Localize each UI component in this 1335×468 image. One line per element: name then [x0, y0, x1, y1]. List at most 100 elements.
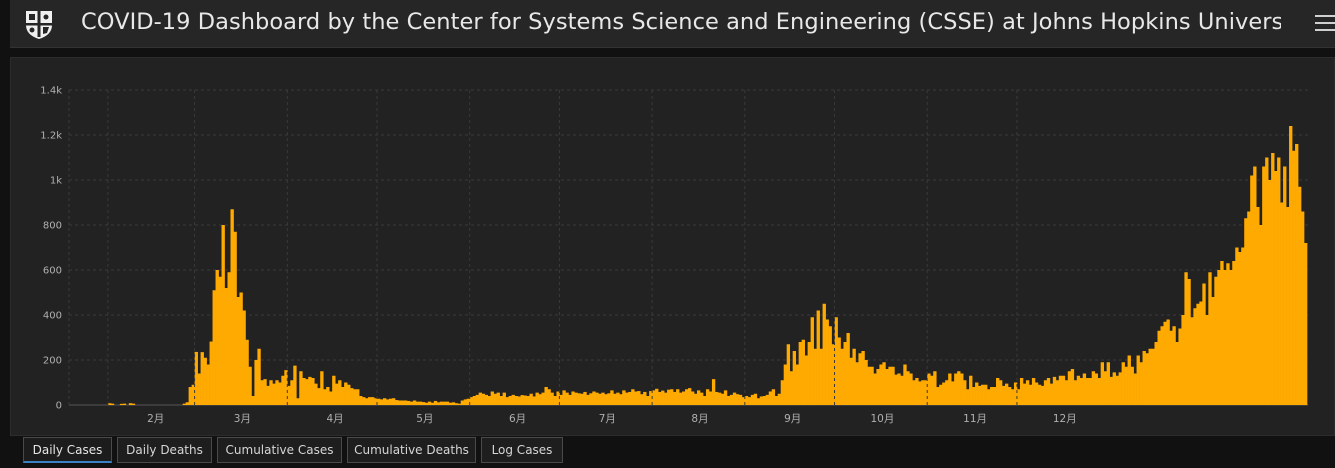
bar	[122, 403, 127, 405]
bar	[227, 272, 231, 405]
bar	[1064, 380, 1069, 405]
bar	[571, 391, 575, 405]
bar	[433, 400, 438, 405]
bar	[598, 393, 602, 405]
bar	[738, 394, 743, 406]
bar	[720, 393, 725, 405]
bar	[711, 379, 716, 406]
bar	[520, 395, 524, 405]
bar	[1133, 373, 1137, 405]
tab-daily-cases[interactable]: Daily Cases	[23, 437, 112, 463]
bar	[469, 397, 474, 406]
x-tick-label: 2月	[147, 413, 164, 425]
bar	[927, 373, 931, 405]
bar	[1019, 378, 1024, 405]
bar	[1229, 270, 1233, 405]
bar	[272, 383, 276, 406]
bar	[442, 401, 447, 406]
bar	[371, 397, 375, 406]
bar	[415, 401, 420, 406]
bar	[185, 402, 189, 405]
bar	[550, 392, 554, 406]
bar	[699, 392, 704, 406]
bar	[1043, 380, 1048, 405]
bar	[266, 385, 270, 406]
bar	[652, 390, 656, 406]
bar	[484, 394, 488, 406]
bar	[1073, 380, 1078, 405]
y-tick-label: 1.2k	[40, 131, 62, 142]
bar	[828, 326, 832, 405]
bar	[529, 393, 533, 405]
bar	[1100, 362, 1105, 405]
bar	[634, 391, 638, 405]
bar	[996, 378, 1000, 405]
bar	[1013, 382, 1018, 405]
bar	[900, 375, 904, 405]
bar	[810, 317, 814, 405]
bar	[490, 391, 494, 405]
bar	[843, 342, 847, 405]
bar	[230, 209, 234, 405]
bar	[547, 389, 551, 405]
bar	[933, 371, 937, 405]
bar	[1091, 371, 1096, 405]
tab-log-cases[interactable]: Log Cases	[481, 437, 563, 463]
bar	[735, 394, 740, 405]
bar	[1010, 389, 1015, 405]
bar	[296, 398, 300, 405]
bar	[691, 391, 695, 405]
bar	[1148, 348, 1152, 405]
bar	[1016, 389, 1021, 405]
bar	[451, 402, 456, 405]
bar	[696, 390, 701, 406]
bar	[251, 396, 255, 405]
bar	[1142, 351, 1146, 405]
tab-cumulative-cases[interactable]: Cumulative Cases	[217, 437, 342, 463]
bar	[209, 341, 213, 405]
bar	[610, 390, 614, 406]
bar	[275, 380, 279, 405]
bar	[732, 392, 737, 406]
bar	[834, 317, 838, 405]
bar	[972, 387, 976, 405]
bar	[1055, 380, 1060, 405]
bar	[807, 342, 811, 405]
bar	[206, 364, 210, 405]
bar	[849, 357, 853, 405]
hamburger-menu-icon[interactable]	[1315, 14, 1335, 32]
bar	[646, 396, 650, 405]
bar	[541, 392, 545, 406]
tab-daily-deaths[interactable]: Daily Deaths	[117, 437, 212, 463]
bar	[840, 348, 844, 405]
bar	[1235, 247, 1239, 405]
bar	[254, 360, 258, 405]
page-title: COVID-19 Dashboard by the Center for Sys…	[81, 9, 1281, 35]
bar	[1187, 279, 1191, 405]
bar	[347, 384, 351, 405]
y-tick-label: 200	[43, 356, 62, 367]
bar	[1124, 366, 1128, 405]
bar	[852, 348, 856, 405]
bar	[1157, 330, 1161, 405]
bar	[903, 364, 907, 405]
bar	[1004, 383, 1009, 406]
tab-cumulative-deaths[interactable]: Cumulative Deaths	[347, 437, 476, 463]
bar	[1253, 166, 1257, 405]
bar	[460, 400, 465, 405]
bar	[278, 382, 282, 405]
bar	[290, 380, 294, 405]
bar	[1247, 211, 1251, 405]
bar	[200, 352, 204, 406]
bar	[245, 339, 249, 405]
bar	[194, 351, 198, 405]
bar	[341, 387, 345, 405]
bar	[212, 290, 216, 405]
bar	[613, 393, 617, 405]
bar	[1193, 308, 1197, 405]
bar	[400, 400, 405, 405]
bar	[1301, 211, 1305, 405]
bar	[1220, 261, 1224, 405]
bar	[625, 392, 629, 406]
bar	[481, 393, 486, 405]
